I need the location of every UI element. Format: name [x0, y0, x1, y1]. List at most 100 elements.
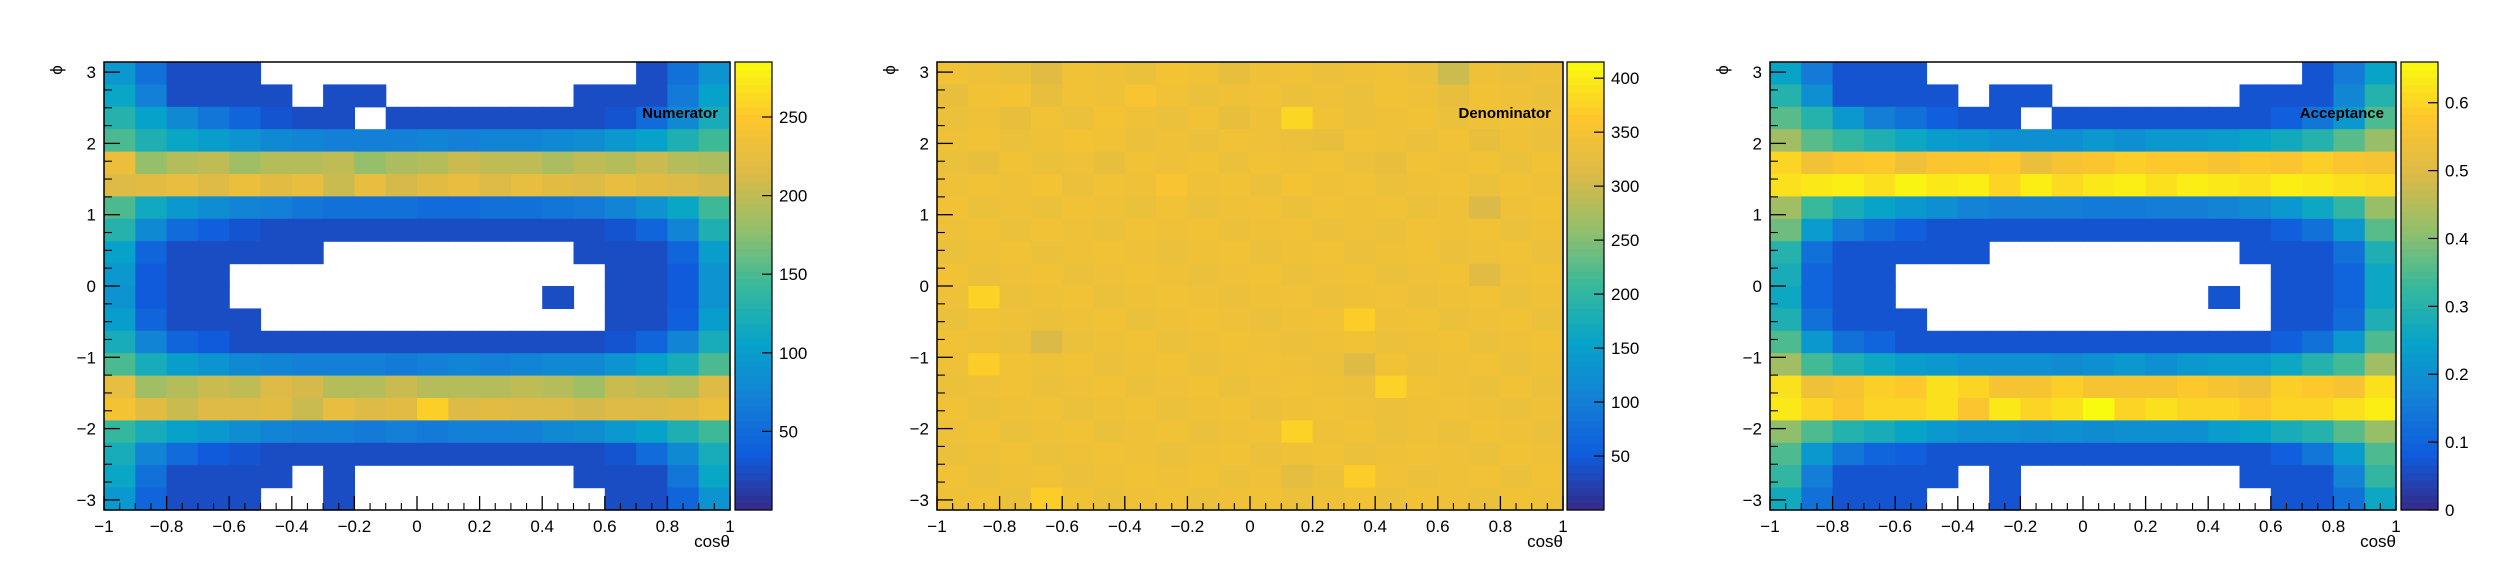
color-scale-segment: [735, 203, 772, 212]
heatmap-cell: [1500, 218, 1533, 242]
x-tick-label: −0.4: [1941, 517, 1975, 536]
color-scale-segment: [735, 188, 772, 197]
x-axis-title: cosθ: [1527, 532, 1563, 551]
z-tick-label: 0.1: [2445, 433, 2469, 452]
heatmap-cell: [1989, 330, 2021, 354]
color-scale-segment: [735, 353, 772, 362]
y-axis-title: ϕ: [1713, 65, 1732, 75]
heatmap-cell: [604, 330, 637, 354]
heatmap-cell: [323, 375, 355, 399]
heatmap-cell: [2020, 353, 2053, 377]
heatmap-cell: [1218, 218, 1251, 242]
heatmap-cell: [166, 196, 199, 220]
heatmap-cell: [636, 420, 668, 444]
heatmap-cell: [104, 129, 136, 153]
color-scale-frame: [1566, 61, 1605, 511]
heatmap-cell: [1895, 174, 1928, 197]
heatmap-cell: [1250, 286, 1282, 309]
heatmap-cell: [698, 375, 731, 399]
heatmap-cell: [968, 106, 1001, 130]
heatmap-cell: [1375, 84, 1408, 108]
heatmap-cell: [1531, 84, 1564, 108]
heatmap-cell: [1093, 330, 1126, 354]
heatmap-cell: [229, 151, 262, 175]
color-scale-segment: [1567, 203, 1604, 212]
x-tick-label: −0.2: [2004, 517, 2038, 536]
heatmap-cell: [1281, 442, 1314, 466]
heatmap-cell: [1343, 398, 1376, 421]
heatmap-cell: [968, 308, 1001, 332]
heatmap-cell: [1801, 420, 1834, 444]
heatmap-cell: [2364, 106, 2397, 130]
heatmap-cell: [2145, 398, 2178, 421]
heatmap-cell: [1156, 442, 1188, 466]
heatmap-cell: [1375, 375, 1408, 399]
heatmap-cell: [448, 420, 481, 444]
heatmap-cell: [1957, 398, 1990, 421]
heatmap-cell: [1926, 442, 1959, 466]
heatmap-cell: [1156, 375, 1188, 399]
heatmap-cell: [1343, 420, 1376, 444]
z-tick-label: 0.4: [2445, 229, 2469, 248]
z-tick-label: 0.3: [2445, 297, 2469, 316]
color-scale-segment: [735, 278, 772, 287]
heatmap-cell: [1531, 151, 1564, 175]
heatmap-cell: [1863, 375, 1896, 399]
heatmap-cell: [1832, 263, 1865, 287]
heatmap-cell: [1437, 353, 1470, 377]
heatmap-cell: [479, 151, 512, 175]
color-scale-segment: [735, 84, 772, 93]
heatmap-cell: [1926, 129, 1959, 153]
heatmap-cell: [1801, 353, 1834, 377]
heatmap-cell: [1437, 330, 1470, 354]
heatmap-cell: [2270, 375, 2303, 399]
color-scale-segment: [2401, 308, 2438, 317]
heatmap-cell: [1375, 62, 1408, 85]
heatmap-cell: [1770, 487, 1802, 511]
heatmap-cell: [698, 106, 731, 130]
x-tick-label: 1: [1558, 517, 1567, 536]
color-scale-segment: [1567, 114, 1604, 123]
heatmap-cell: [1531, 398, 1564, 421]
color-scale-segment: [735, 472, 772, 481]
heatmap-cell: [1375, 129, 1408, 153]
heatmap-cell: [2239, 196, 2272, 220]
heatmap-cell: [1281, 286, 1314, 309]
color-scale-segment: [2401, 293, 2438, 302]
heatmap-cell: [1957, 375, 1990, 399]
color-scale-segment: [1567, 375, 1604, 384]
heatmap-cell: [1093, 375, 1126, 399]
heatmap-cell: [2302, 129, 2334, 153]
heatmap-cell: [1500, 263, 1533, 287]
heatmap-cell: [1218, 151, 1251, 175]
color-scale-segment: [1567, 300, 1604, 309]
x-tick-label: −0.4: [275, 517, 309, 536]
heatmap-cell: [2145, 330, 2178, 354]
heatmap-cell: [1989, 151, 2021, 175]
heatmap-cell: [166, 487, 199, 511]
heatmap-cell: [573, 241, 606, 265]
heatmap-cell: [1187, 353, 1220, 377]
heatmap-cell: [197, 106, 230, 130]
heatmap-cell: [1469, 442, 1501, 466]
heatmap-cell: [260, 465, 293, 489]
heatmap-cell: [2176, 375, 2209, 399]
heatmap-cell: [1250, 241, 1282, 265]
heatmap-cell: [1093, 442, 1126, 466]
z-tick-label: 200: [1611, 285, 1639, 304]
heatmap-cell: [1531, 442, 1564, 466]
color-scale-segment: [735, 338, 772, 347]
heatmap-cell: [166, 375, 199, 399]
color-scale-segment: [2401, 174, 2438, 183]
heatmap-cell: [1281, 420, 1314, 444]
heatmap-cell: [573, 353, 606, 377]
heatmap-cell: [2333, 442, 2366, 466]
heatmap-cell: [1957, 330, 1990, 354]
heatmap-cell: [135, 308, 168, 332]
color-scale-segment: [1567, 345, 1604, 354]
heatmap-cell: [1093, 420, 1126, 444]
heatmap-cell: [999, 487, 1032, 511]
color-scale-segment: [1567, 338, 1604, 347]
heatmap-cell: [1801, 174, 1834, 197]
heatmap-cell: [636, 218, 668, 242]
